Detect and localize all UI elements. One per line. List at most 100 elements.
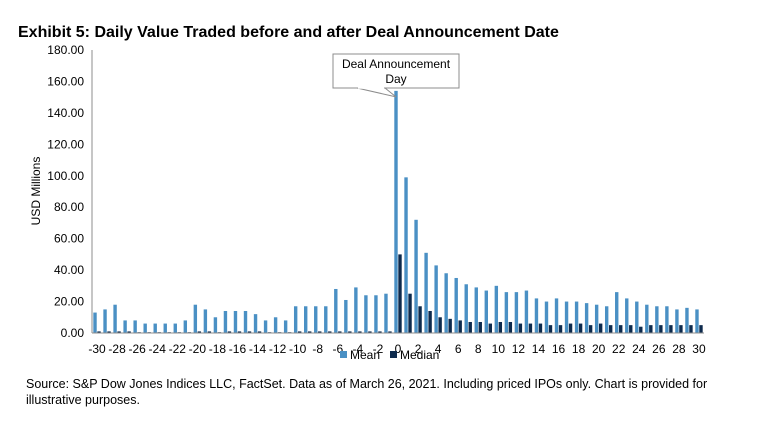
bar-median [197, 331, 202, 333]
bar-mean [544, 301, 549, 333]
bar-mean [253, 314, 258, 333]
x-tick-label: 18 [572, 342, 586, 356]
x-tick-label: 16 [552, 342, 566, 356]
bar-median [498, 321, 503, 333]
bar-mean [685, 307, 689, 333]
bar-mean [564, 301, 569, 333]
bar-mean [574, 301, 579, 333]
bar-mean [163, 323, 167, 333]
bar-median [478, 321, 482, 333]
bar-median [438, 317, 442, 333]
bar-mean [554, 298, 559, 333]
y-tick-labels: 0.00 20.00 40.00 60.00 80.00 100.00 120.00 140.… [47, 43, 84, 340]
x-tick-label: 6 [455, 342, 462, 356]
bar-median [619, 325, 623, 333]
bar-mean [334, 288, 338, 333]
bar-mean [133, 320, 137, 333]
bar-mean [193, 304, 198, 333]
y-axis-label: USD Millions [29, 157, 43, 226]
bar-mean [103, 309, 107, 333]
bar-median [107, 331, 111, 333]
bar-median [468, 321, 472, 333]
bar-mean [504, 292, 509, 333]
bar-mean [635, 301, 639, 333]
x-tick-label: -22 [169, 342, 187, 356]
bar-median [669, 325, 673, 333]
bar-median [358, 331, 362, 333]
bar-median [378, 331, 382, 333]
x-tick-label: -18 [209, 342, 227, 356]
bar-median [448, 318, 452, 333]
bars [93, 90, 703, 333]
bar-median [97, 331, 101, 333]
x-tick-label: 10 [492, 342, 506, 356]
bar-median [689, 325, 693, 333]
bar-median [348, 331, 352, 333]
bar-median [458, 320, 462, 333]
bar-mean [293, 306, 298, 333]
y-tick-label: 100.00 [47, 169, 84, 183]
legend: Mean Median [340, 348, 439, 362]
bar-median [328, 331, 332, 333]
bar-median [699, 325, 703, 333]
y-tick-label: 40.00 [54, 263, 84, 277]
bar-mean [394, 90, 398, 333]
bar-mean [354, 287, 358, 333]
bar-mean [183, 320, 188, 333]
legend-label-median: Median [400, 348, 439, 362]
bar-median [247, 331, 252, 333]
bar-mean [454, 277, 458, 333]
x-tick-label: 2 [415, 342, 422, 356]
x-tick-label: -12 [269, 342, 287, 356]
y-tick-label: 120.00 [47, 137, 84, 151]
bar-mean [364, 295, 368, 333]
x-tick-label: -26 [128, 342, 146, 356]
y-tick-label: 60.00 [54, 232, 84, 246]
x-tick-label: -24 [149, 342, 167, 356]
bar-median [568, 323, 573, 333]
x-tick-label: -30 [88, 342, 106, 356]
bar-median [649, 325, 653, 333]
bar-median [659, 325, 663, 333]
bar-mean [283, 320, 288, 333]
bar-mean [474, 287, 478, 333]
bar-mean [113, 304, 117, 333]
bar-mean [655, 306, 659, 333]
bar-mean [414, 219, 418, 333]
x-tick-label: 28 [672, 342, 686, 356]
callout-text: Deal Announcement [342, 57, 451, 71]
bar-mean [273, 317, 278, 333]
bar-median [578, 323, 583, 333]
bar-median [548, 325, 553, 333]
bar-median [588, 325, 593, 333]
y-tick-label: 140.00 [47, 106, 84, 120]
bar-mean [213, 317, 218, 333]
bar-mean [203, 309, 208, 333]
x-tick-label: 4 [435, 342, 442, 356]
chart-title: Exhibit 5: Daily Value Traded before and… [18, 24, 559, 41]
bar-mean [314, 306, 318, 333]
bar-mean [534, 298, 539, 333]
bar-mean [514, 292, 519, 333]
bar-median [127, 331, 131, 333]
x-tick-label: -14 [249, 342, 267, 356]
bar-median [608, 325, 613, 333]
bar-median [598, 323, 603, 333]
x-tick-label: -4 [353, 342, 364, 356]
bar-mean [625, 298, 629, 333]
bar-median [538, 323, 543, 333]
bar-median [398, 254, 402, 333]
x-tick-label: 0 [395, 342, 402, 356]
bar-mean [223, 310, 228, 333]
bar-mean [153, 323, 157, 333]
legend-swatch-median [390, 351, 397, 358]
y-tick-label: 20.00 [54, 295, 84, 309]
bar-mean [243, 310, 248, 333]
bar-median [117, 331, 121, 333]
x-tick-label: -28 [108, 342, 126, 356]
bar-median [237, 331, 242, 333]
bar-median [528, 323, 533, 333]
x-tick-label: 22 [612, 342, 626, 356]
